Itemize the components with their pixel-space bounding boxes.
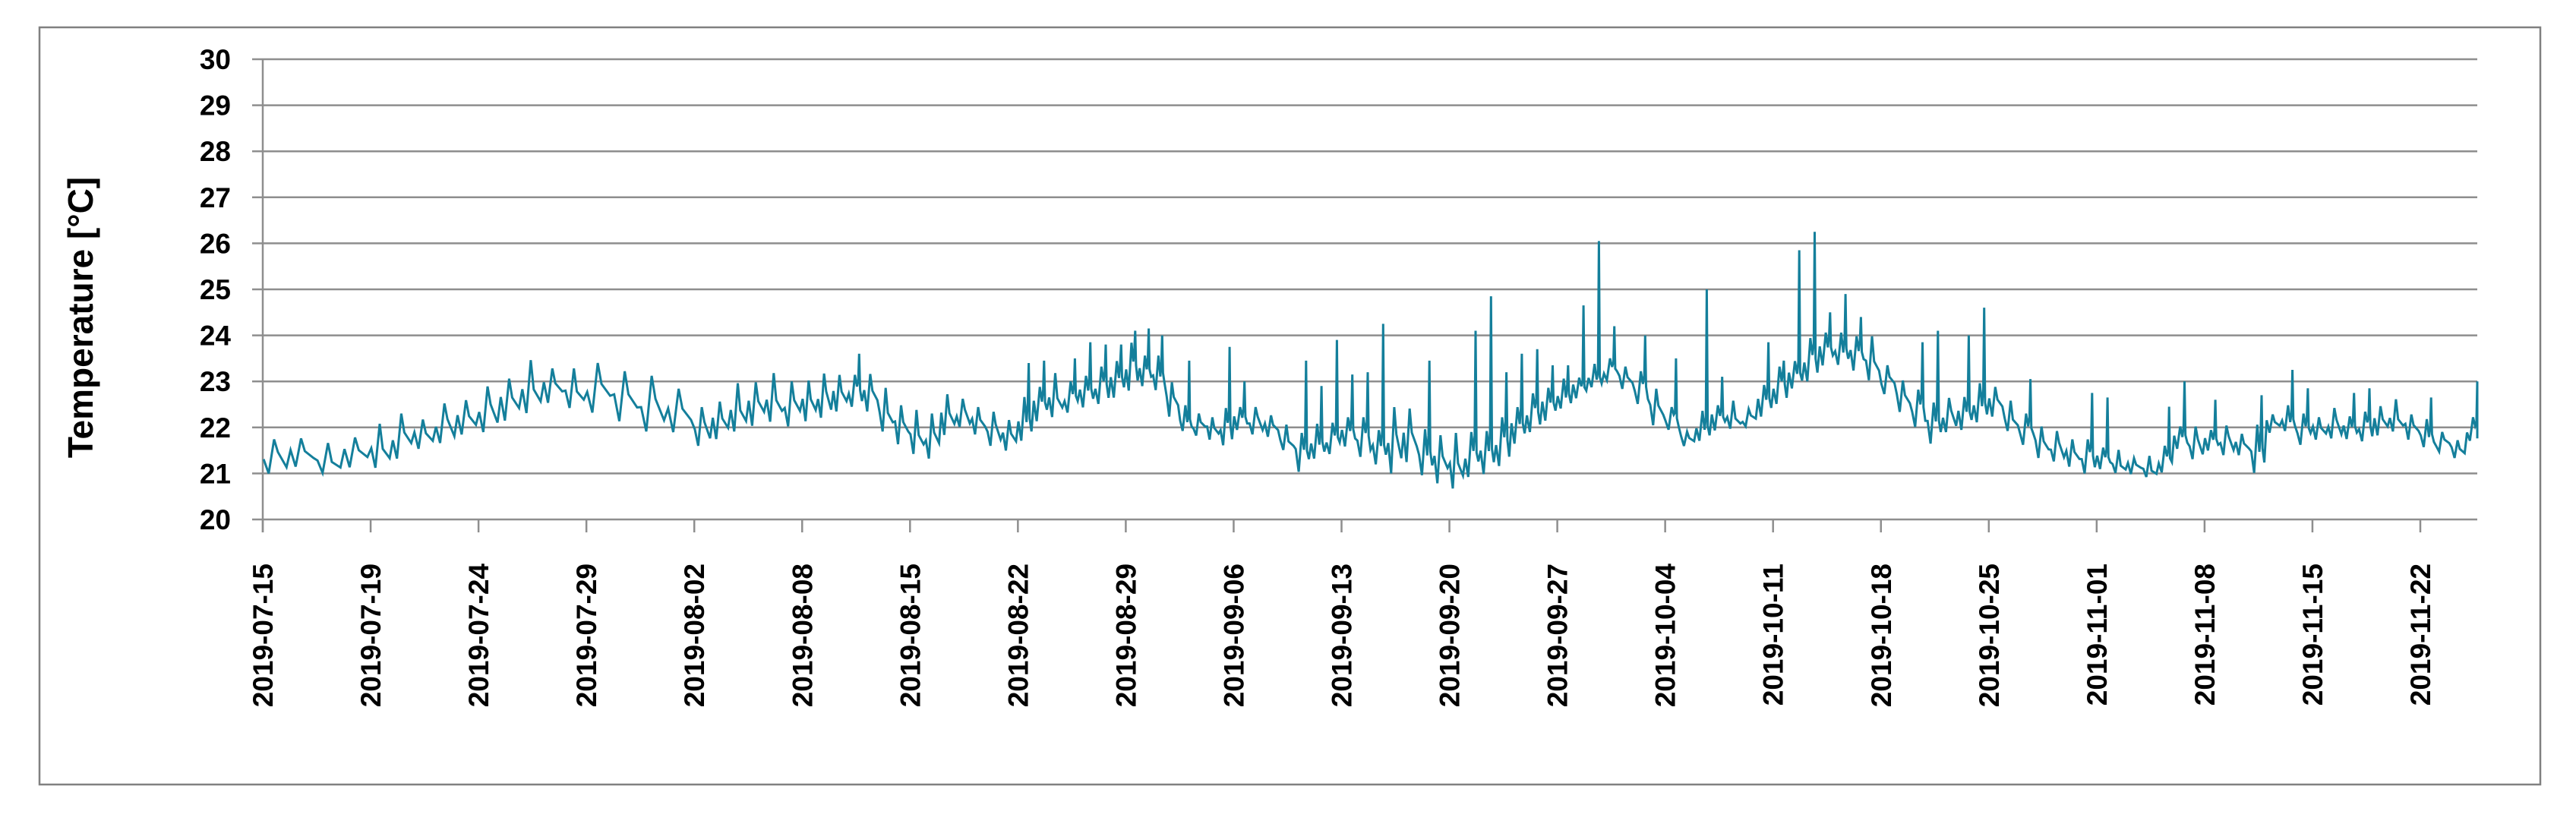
y-tick-label: 30: [200, 44, 231, 75]
x-tick-label: 2019-07-15: [248, 564, 279, 707]
x-tick-label: 2019-11-08: [2189, 564, 2221, 706]
y-tick-labels: 20 21 22 23 24 25 26 27 28 29 30: [200, 44, 232, 535]
y-axis-title: Temperature [°C]: [61, 177, 100, 458]
y-tick-label: 24: [200, 320, 232, 352]
y-tick-label: 27: [200, 182, 231, 213]
horizontal-gridlines: [263, 58, 2477, 521]
x-tick-label: 2019-07-19: [355, 564, 387, 707]
x-tick-label: 2019-08-15: [895, 564, 926, 707]
x-tick-label: 2019-09-06: [1218, 564, 1249, 707]
y-tick-label: 25: [200, 274, 231, 305]
x-tick-labels: 2019-07-15 2019-07-19 2019-07-24 2019-07-29…: [248, 564, 2436, 708]
x-tick-label: 2019-11-22: [2405, 564, 2436, 706]
x-tick-label: 2019-09-27: [1542, 564, 1574, 707]
y-tick-label: 23: [200, 366, 231, 397]
x-tick-label: 2019-07-24: [463, 564, 494, 708]
x-axis: [261, 519, 2422, 532]
x-tick-label: 2019-08-22: [1002, 564, 1034, 707]
x-tick-label: 2019-07-29: [571, 564, 602, 707]
y-tick-label: 29: [200, 90, 231, 122]
y-axis: [252, 58, 264, 532]
x-tick-label: 2019-09-20: [1435, 564, 1466, 707]
y-tick-label: 28: [200, 136, 231, 167]
x-tick-label: 2019-11-01: [2082, 564, 2113, 706]
y-tick-label: 20: [200, 504, 231, 535]
y-tick-label: 22: [200, 412, 231, 444]
x-tick-label: 2019-10-18: [1866, 564, 1897, 707]
y-tick-label: 21: [200, 458, 231, 489]
outer-frame: [38, 26, 2542, 786]
x-tick-label: 2019-10-04: [1650, 564, 1681, 708]
x-tick-label: 2019-10-25: [1974, 564, 2005, 707]
x-tick-label: 2019-09-13: [1327, 564, 1358, 707]
y-tick-label: 26: [200, 228, 231, 259]
temperature-series-line: [262, 232, 2479, 489]
x-tick-label: 2019-08-02: [679, 564, 710, 707]
x-tick-label: 2019-08-08: [787, 564, 818, 707]
x-tick-label: 2019-08-29: [1110, 564, 1141, 707]
x-tick-label: 2019-11-15: [2297, 564, 2328, 706]
x-tick-label: 2019-10-11: [1758, 564, 1789, 706]
